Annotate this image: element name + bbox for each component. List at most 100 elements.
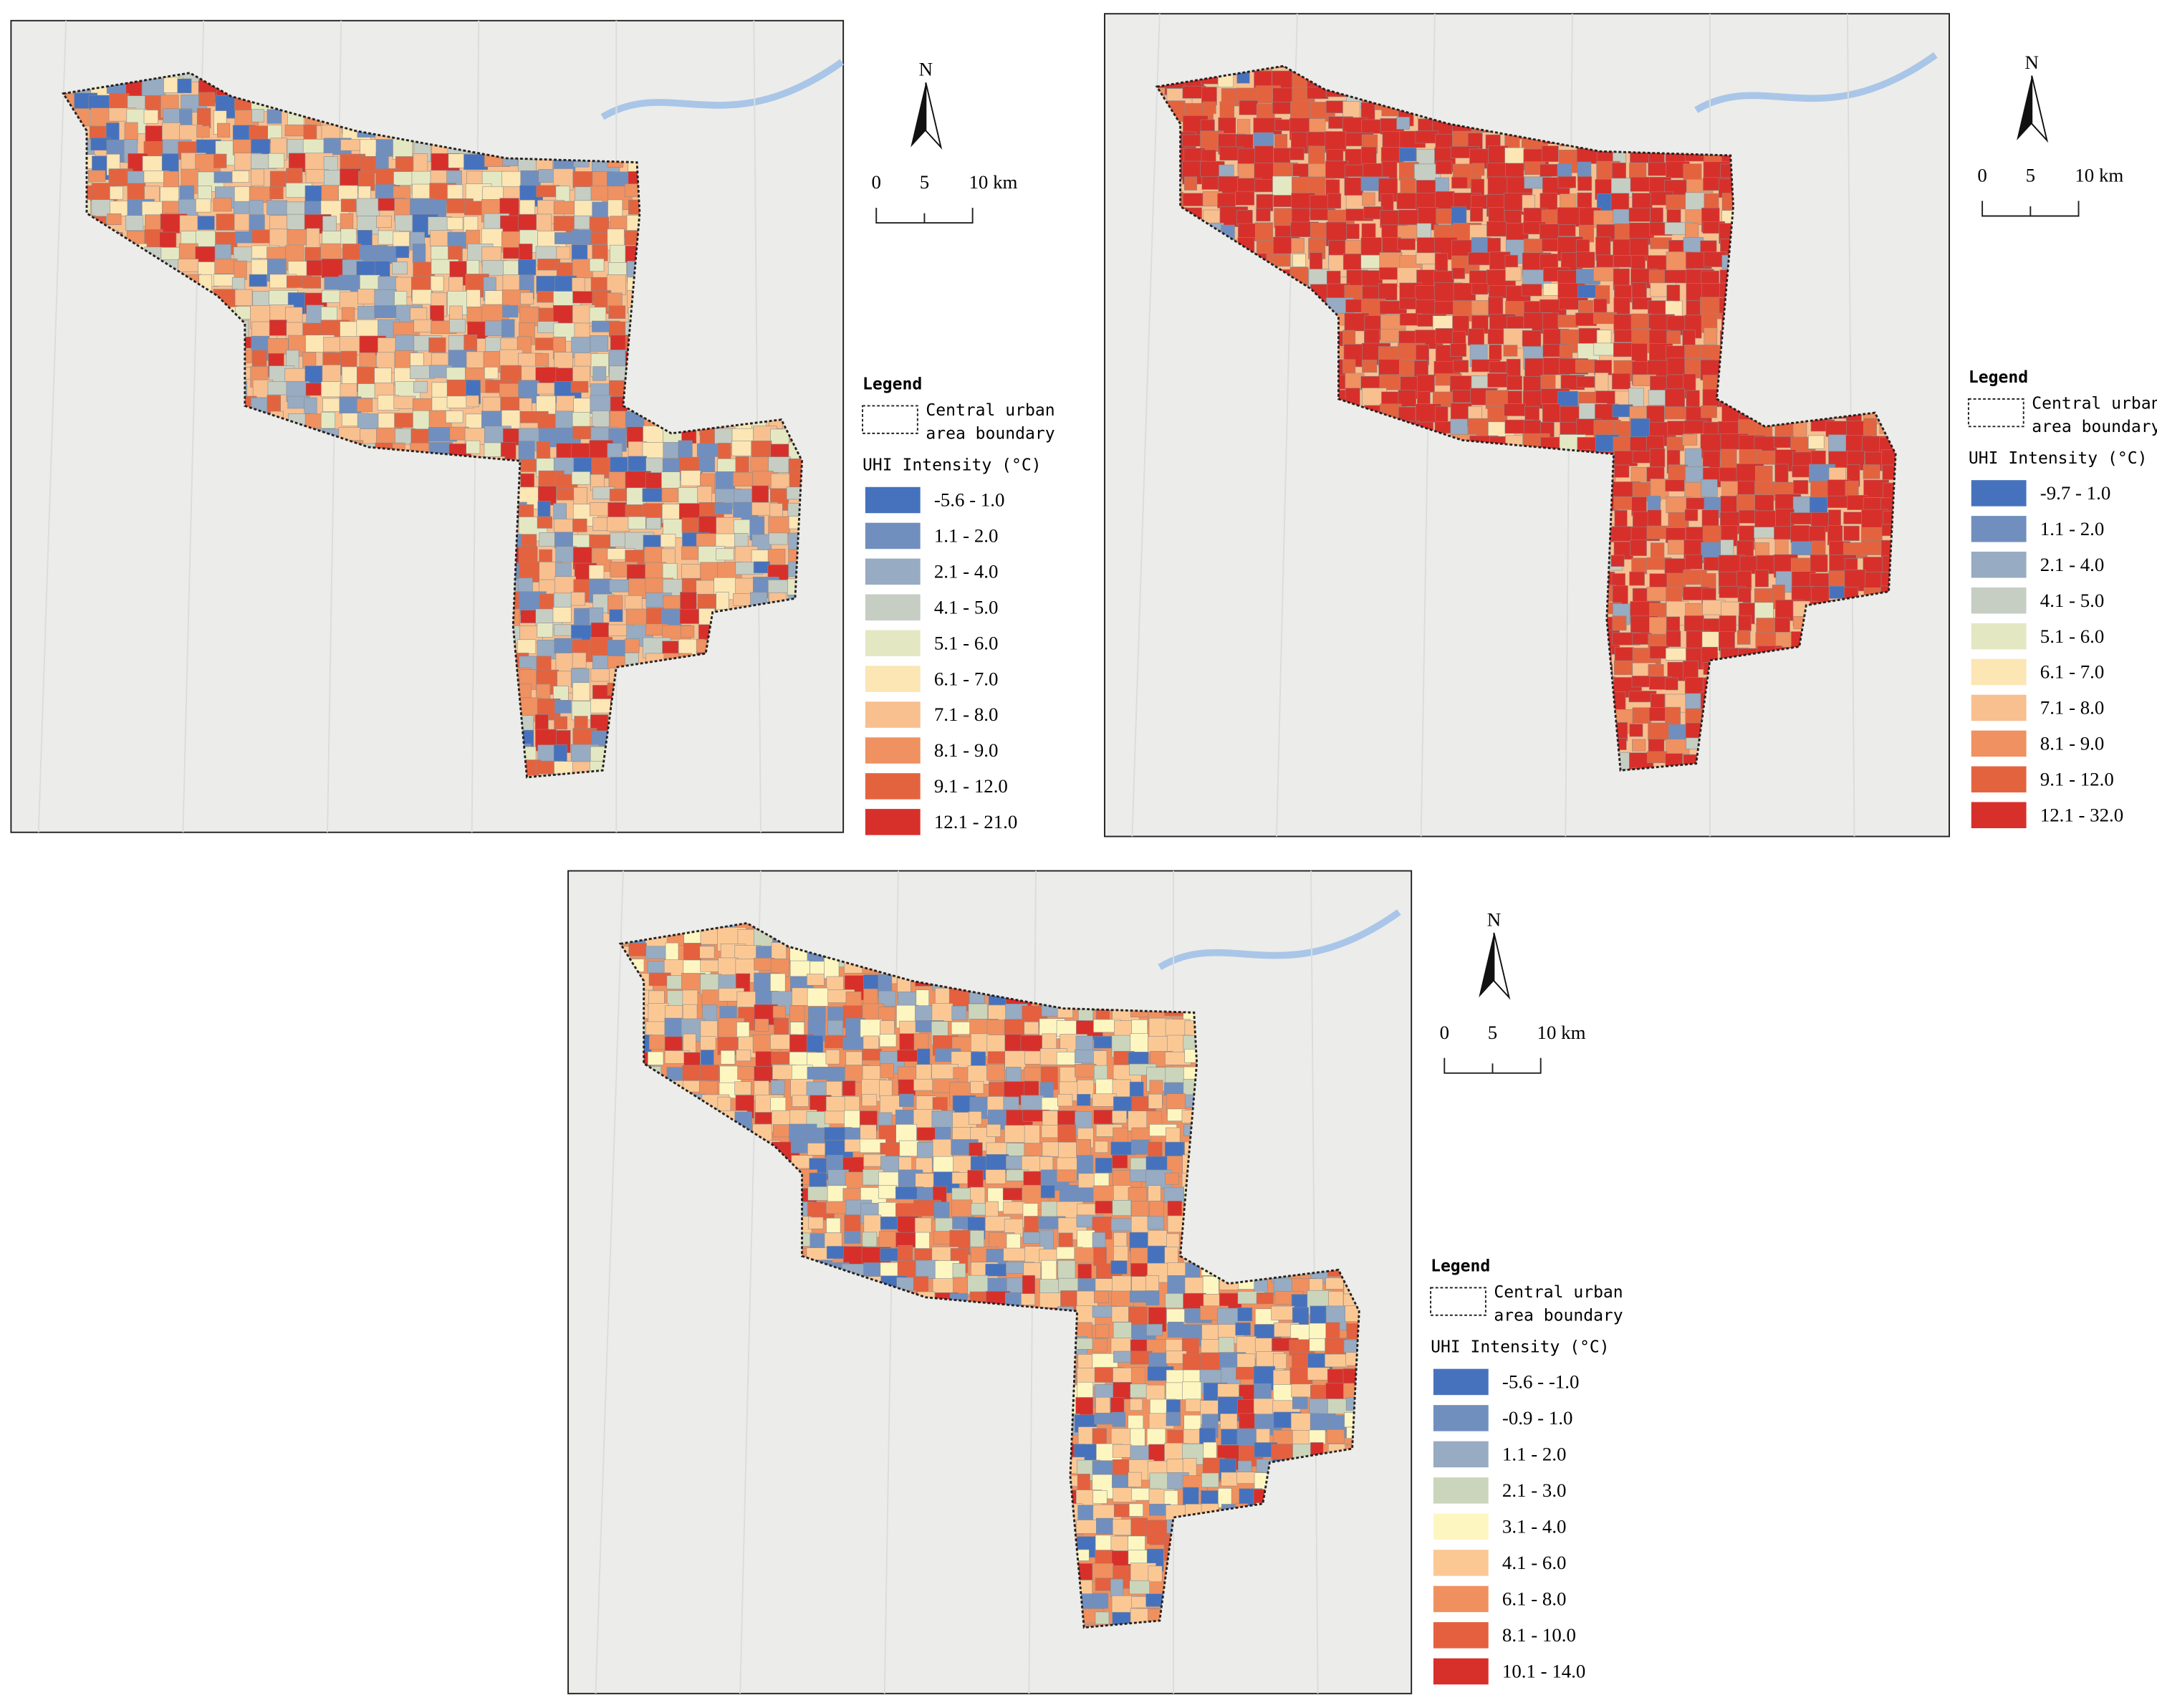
district	[1489, 361, 1509, 373]
north-arrow	[911, 82, 926, 148]
district	[231, 171, 249, 183]
district	[1631, 676, 1651, 688]
district	[306, 228, 320, 248]
district	[1737, 587, 1752, 603]
district	[589, 307, 607, 323]
legend-swatch	[1971, 694, 2027, 721]
district	[1686, 390, 1700, 408]
district	[715, 471, 736, 490]
district	[196, 125, 210, 138]
district	[143, 110, 158, 124]
district	[1131, 1019, 1148, 1035]
district	[880, 1063, 894, 1079]
district	[1325, 160, 1349, 179]
legend-boundary-swatch	[1967, 398, 2024, 428]
district	[1274, 208, 1294, 229]
district	[234, 213, 251, 231]
district	[590, 335, 609, 352]
district	[555, 411, 574, 429]
district	[1396, 193, 1419, 210]
district	[592, 366, 607, 381]
district	[731, 441, 751, 456]
district	[1092, 1093, 1117, 1107]
district	[1471, 283, 1489, 295]
district	[1542, 403, 1560, 423]
district	[1666, 739, 1690, 754]
district	[1593, 312, 1618, 325]
district	[1379, 374, 1401, 390]
scale-label: 10 km	[969, 171, 1017, 193]
legend-label: -9.7 - 1.0	[2040, 482, 2111, 504]
legend-boundary-label: Central urban	[2032, 394, 2157, 413]
river	[1158, 909, 1401, 971]
scale-label: 0	[1977, 164, 1987, 186]
legend-label: 4.1 - 5.0	[2040, 590, 2105, 611]
district	[107, 213, 122, 225]
district	[537, 501, 551, 517]
district	[1595, 373, 1609, 393]
district	[1344, 177, 1363, 196]
district	[518, 259, 537, 276]
district	[1182, 134, 1203, 147]
district	[842, 1037, 867, 1050]
district	[1665, 677, 1678, 691]
district	[518, 441, 535, 462]
district	[1434, 253, 1449, 272]
district	[768, 456, 791, 473]
district	[539, 549, 552, 562]
district	[1596, 254, 1614, 269]
district	[321, 381, 342, 398]
legend-swatch	[865, 558, 921, 585]
district	[844, 1110, 862, 1130]
district	[554, 532, 573, 549]
district	[177, 78, 192, 94]
legend-boundary-label: area boundary	[2032, 418, 2157, 436]
district	[302, 276, 322, 289]
district	[1057, 1124, 1077, 1143]
district	[1487, 373, 1509, 388]
district	[862, 1048, 882, 1061]
road	[37, 20, 67, 833]
legend-label: 1.1 - 2.0	[2040, 518, 2105, 539]
district	[754, 1018, 769, 1032]
district	[376, 216, 392, 228]
district	[770, 1080, 785, 1095]
district	[1701, 270, 1719, 284]
district	[1738, 615, 1752, 631]
district	[1684, 448, 1702, 468]
district	[592, 244, 608, 262]
district	[1684, 554, 1703, 570]
legend-swatch	[1971, 730, 2027, 757]
district	[553, 503, 567, 520]
district	[356, 198, 380, 217]
district	[789, 1005, 805, 1022]
district	[574, 716, 588, 729]
legend-swatch	[865, 630, 921, 656]
legend-label: 12.1 - 21.0	[934, 811, 1017, 833]
district	[520, 459, 537, 472]
district	[196, 198, 211, 213]
district	[1435, 160, 1453, 175]
district	[375, 184, 396, 199]
district	[1557, 176, 1576, 188]
district	[715, 533, 738, 547]
district	[1612, 373, 1630, 390]
district	[552, 607, 572, 623]
legend-title: Legend	[1969, 368, 2028, 387]
district	[393, 138, 413, 160]
district	[1542, 312, 1559, 331]
district	[430, 305, 445, 322]
district	[1790, 525, 1810, 543]
legend-swatch	[865, 737, 921, 764]
district	[951, 1005, 967, 1020]
district	[1290, 101, 1314, 120]
district	[554, 700, 572, 714]
legend-label: 9.1 - 12.0	[934, 775, 1008, 797]
district	[1077, 1094, 1091, 1106]
district	[1451, 267, 1466, 279]
scale-label: 0	[872, 171, 881, 193]
district	[751, 441, 772, 459]
